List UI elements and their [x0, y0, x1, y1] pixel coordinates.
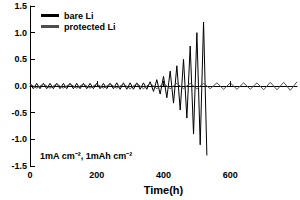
svg-text:1.0: 1.0	[14, 28, 27, 38]
svg-text:-1.0: -1.0	[11, 134, 27, 144]
svg-text:-0.5: -0.5	[11, 108, 27, 118]
svg-text:400: 400	[156, 170, 171, 180]
svg-text:0: 0	[27, 170, 32, 180]
svg-text:1.5: 1.5	[14, 1, 27, 11]
svg-text:-1.5: -1.5	[11, 161, 27, 171]
svg-text:600: 600	[223, 170, 238, 180]
svg-text:1mA cm⁻², 1mAh cm⁻²: 1mA cm⁻², 1mAh cm⁻²	[40, 151, 132, 161]
svg-text:bare Li: bare Li	[64, 11, 94, 21]
svg-text:200: 200	[89, 170, 104, 180]
svg-text:Time(h): Time(h)	[144, 184, 184, 196]
svg-text:protected Li: protected Li	[64, 22, 116, 32]
svg-text:0.0: 0.0	[14, 81, 27, 91]
svg-text:0.5: 0.5	[14, 54, 27, 64]
